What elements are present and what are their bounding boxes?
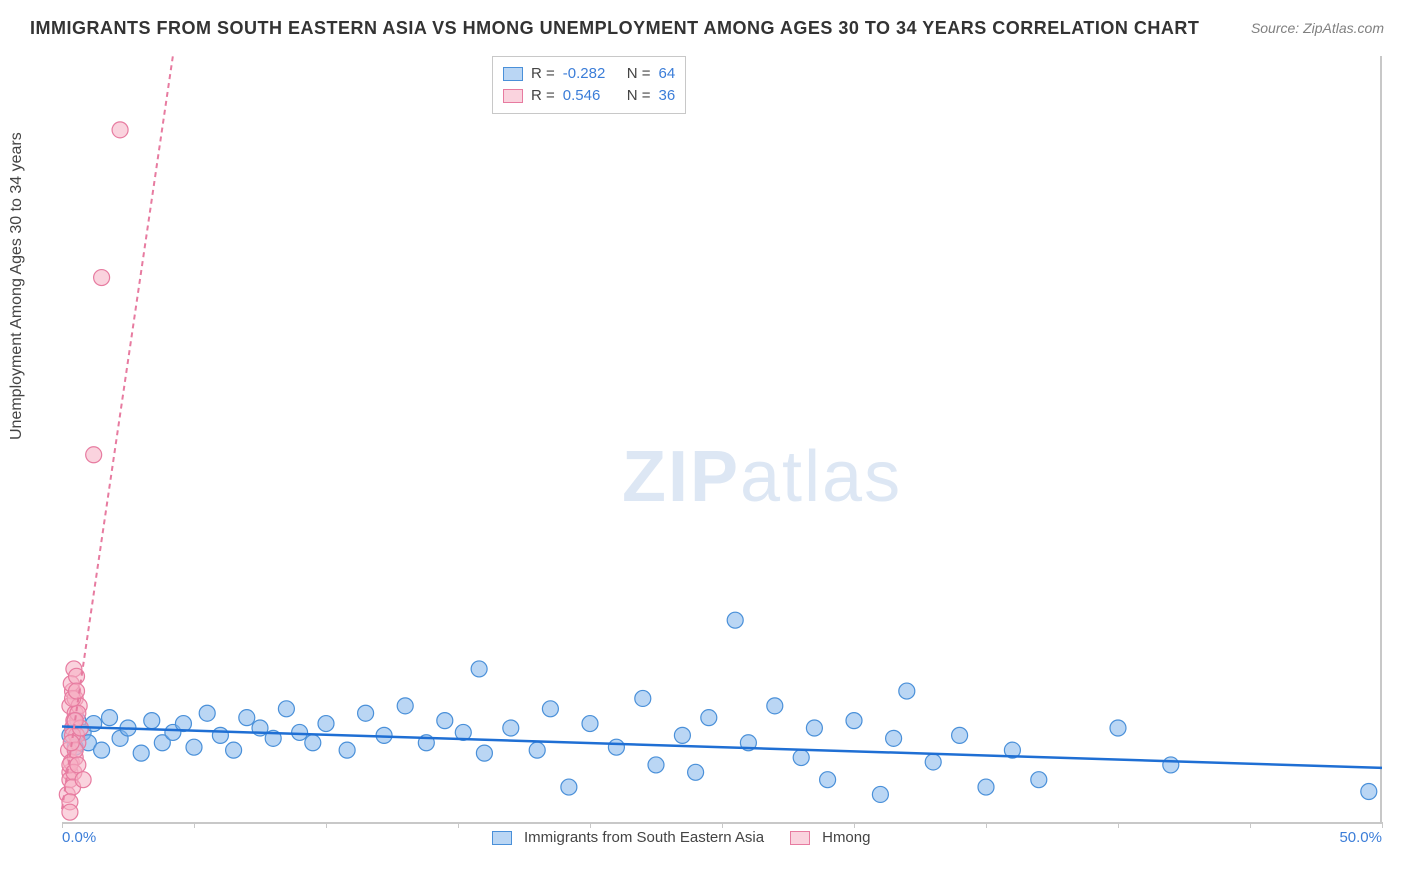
y-tick-label: 25.0% xyxy=(1390,446,1406,463)
y-axis-label: Unemployment Among Ages 30 to 34 years xyxy=(8,132,26,440)
y-tick-label: 50.0% xyxy=(1390,77,1406,94)
stat-row-series1: R = -0.282 N = 64 xyxy=(503,63,675,85)
x-tick-min: 0.0% xyxy=(62,829,96,846)
swatch-series2-bottom xyxy=(790,831,810,845)
swatch-series1-bottom xyxy=(492,831,512,845)
chart-title: IMMIGRANTS FROM SOUTH EASTERN ASIA VS HM… xyxy=(30,18,1199,39)
scatter-svg xyxy=(62,56,1382,824)
stat-row-series2: R = 0.546 N = 36 xyxy=(503,85,675,107)
legend-label-series1: Immigrants from South Eastern Asia xyxy=(524,829,764,846)
swatch-series2 xyxy=(503,89,523,103)
bottom-legend: Immigrants from South Eastern Asia Hmong xyxy=(492,829,870,846)
y-tick-label: 37.5% xyxy=(1390,261,1406,278)
y-tick-label: 12.5% xyxy=(1390,630,1406,647)
plot-area: ZIPatlas R = -0.282 N = 64 R = 0.546 N =… xyxy=(62,56,1382,824)
stat-legend: R = -0.282 N = 64 R = 0.546 N = 36 xyxy=(492,56,686,114)
legend-label-series2: Hmong xyxy=(822,829,870,846)
x-tick-max: 50.0% xyxy=(1339,829,1382,846)
swatch-series1 xyxy=(503,67,523,81)
source-attribution: Source: ZipAtlas.com xyxy=(1251,20,1384,36)
